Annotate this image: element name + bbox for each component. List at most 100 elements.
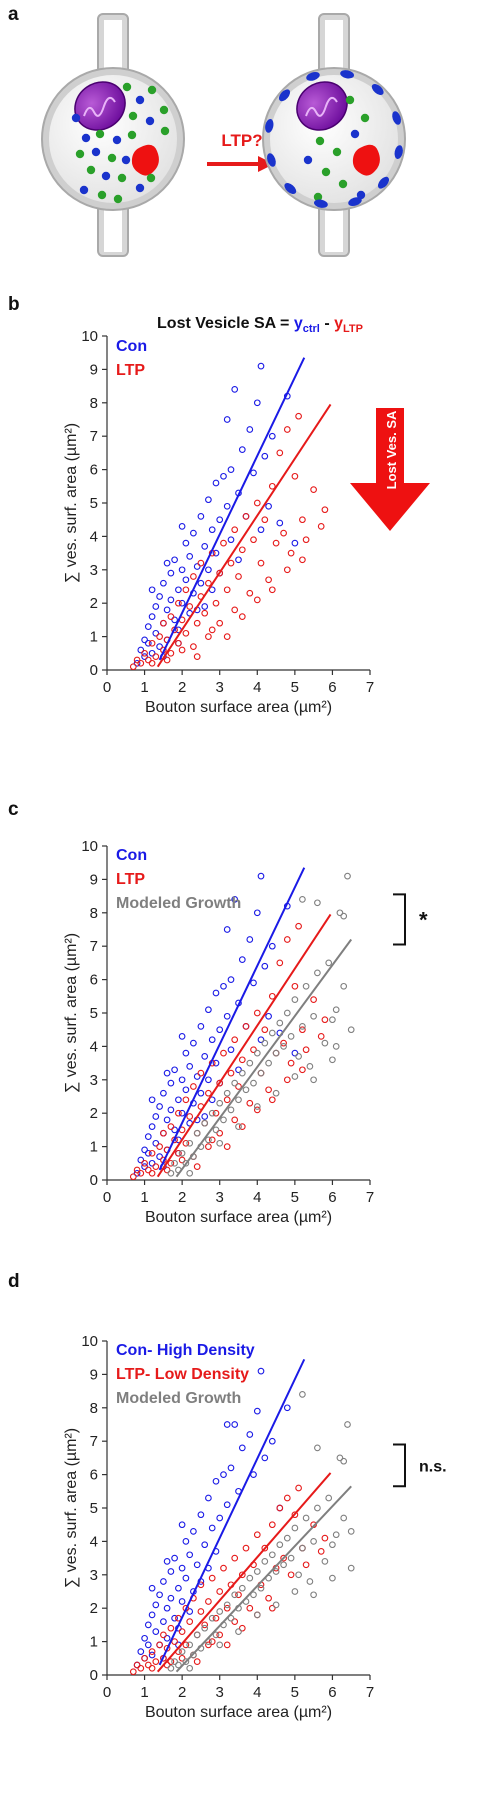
data-point [178, 1521, 186, 1529]
data-point [197, 1511, 205, 1519]
data-point [257, 559, 265, 567]
data-point [148, 1096, 156, 1104]
data-point [190, 1528, 197, 1535]
data-point [133, 1661, 141, 1669]
data-point [137, 1664, 145, 1672]
y-tick-label: 7 [90, 428, 98, 445]
data-point [193, 1163, 201, 1170]
data-point [291, 1588, 299, 1595]
y-axis-label: ∑ ves. surf. area (µm²) [63, 423, 80, 583]
significance-label: n.s. [419, 1458, 447, 1475]
data-point [190, 643, 197, 650]
data-point [178, 1076, 186, 1084]
data-point [280, 1039, 287, 1047]
data-point [216, 1079, 224, 1087]
panel-c-label: c [8, 799, 19, 820]
y-tick-label: 7 [90, 1433, 98, 1450]
data-point [182, 1096, 190, 1104]
data-point [261, 1558, 269, 1565]
data-point [227, 536, 235, 544]
data-point [205, 1136, 212, 1144]
fit-line [175, 938, 353, 1178]
data-point [220, 1116, 227, 1124]
y-tick-label: 5 [90, 495, 98, 512]
data-point [201, 1541, 209, 1549]
data-point [223, 1143, 231, 1150]
data-point [216, 569, 224, 577]
y-tick-label: 0 [90, 662, 98, 679]
data-point [261, 1026, 269, 1034]
data-point [144, 1661, 152, 1669]
data-point [302, 1561, 310, 1569]
data-point [133, 1166, 141, 1174]
data-point [141, 653, 148, 660]
data-point [220, 1471, 227, 1478]
panel-c-chart: c 0 1 2 3 4 5 6 7 8 9 10 0 1 2 3 4 5 6 7 Bouton surface are… [8, 799, 428, 1226]
data-point [160, 1631, 167, 1639]
data-point [141, 649, 148, 657]
panel-a-label: a [8, 4, 19, 25]
data-point [336, 909, 344, 917]
data-point [216, 1608, 224, 1615]
data-point [246, 1574, 254, 1582]
y-tick-label: 6 [90, 462, 98, 479]
data-point [148, 639, 156, 647]
data-point [253, 1531, 261, 1539]
data-point [347, 1026, 355, 1034]
data-point [190, 573, 197, 580]
data-point [167, 1169, 175, 1177]
data-point [171, 1638, 178, 1645]
vesicle-dot-icon [91, 147, 101, 157]
data-point [208, 626, 216, 634]
data-point [295, 1053, 302, 1060]
data-point [261, 452, 269, 460]
data-point [167, 1664, 175, 1672]
data-point [253, 1106, 261, 1114]
bouton-before-icon [41, 13, 185, 257]
data-point [148, 1651, 156, 1659]
data-point [133, 659, 141, 667]
x-tick-label: 4 [253, 1684, 261, 1701]
x-axis-label: Bouton surface area (µm²) [145, 1704, 332, 1721]
data-point [208, 1614, 216, 1622]
data-point [302, 1514, 310, 1522]
data-point [182, 1641, 190, 1649]
y-tick-label: 6 [90, 972, 98, 989]
data-point [144, 1149, 152, 1157]
data-point [160, 1089, 167, 1097]
data-point [197, 559, 205, 567]
data-point [268, 1096, 276, 1104]
legend-entry: Con [116, 847, 147, 864]
data-point [163, 1116, 171, 1124]
data-point [178, 1648, 186, 1655]
vesicle-dot-icon [160, 126, 170, 136]
data-point [197, 1608, 205, 1615]
data-point [156, 1153, 163, 1160]
mitochondrion-icon [74, 81, 126, 131]
data-point [253, 1611, 261, 1619]
data-point [314, 1444, 321, 1452]
data-point [171, 556, 178, 564]
data-point [178, 1033, 186, 1040]
data-point [167, 569, 175, 577]
fused-vesicle-icon [348, 197, 362, 206]
data-point [250, 1591, 257, 1599]
lost-vesicle-arrow-label: Lost Ves. SA [384, 410, 399, 489]
data-point [321, 1039, 329, 1047]
data-point [216, 1631, 224, 1639]
data-point [201, 1119, 209, 1127]
data-point [250, 469, 257, 477]
data-point [182, 1086, 190, 1094]
data-point [223, 1089, 231, 1097]
data-point [167, 1123, 175, 1130]
data-point [299, 1026, 306, 1034]
y-tick-label: 1 [90, 1634, 98, 1651]
data-point [193, 1073, 201, 1080]
fused-vesicle-icon [340, 70, 355, 79]
x-tick-label: 7 [366, 679, 374, 696]
data-point [178, 646, 186, 654]
data-point [283, 566, 291, 574]
data-point [178, 1156, 186, 1164]
vesicle-dot-icon [313, 192, 323, 202]
data-point [193, 653, 201, 660]
